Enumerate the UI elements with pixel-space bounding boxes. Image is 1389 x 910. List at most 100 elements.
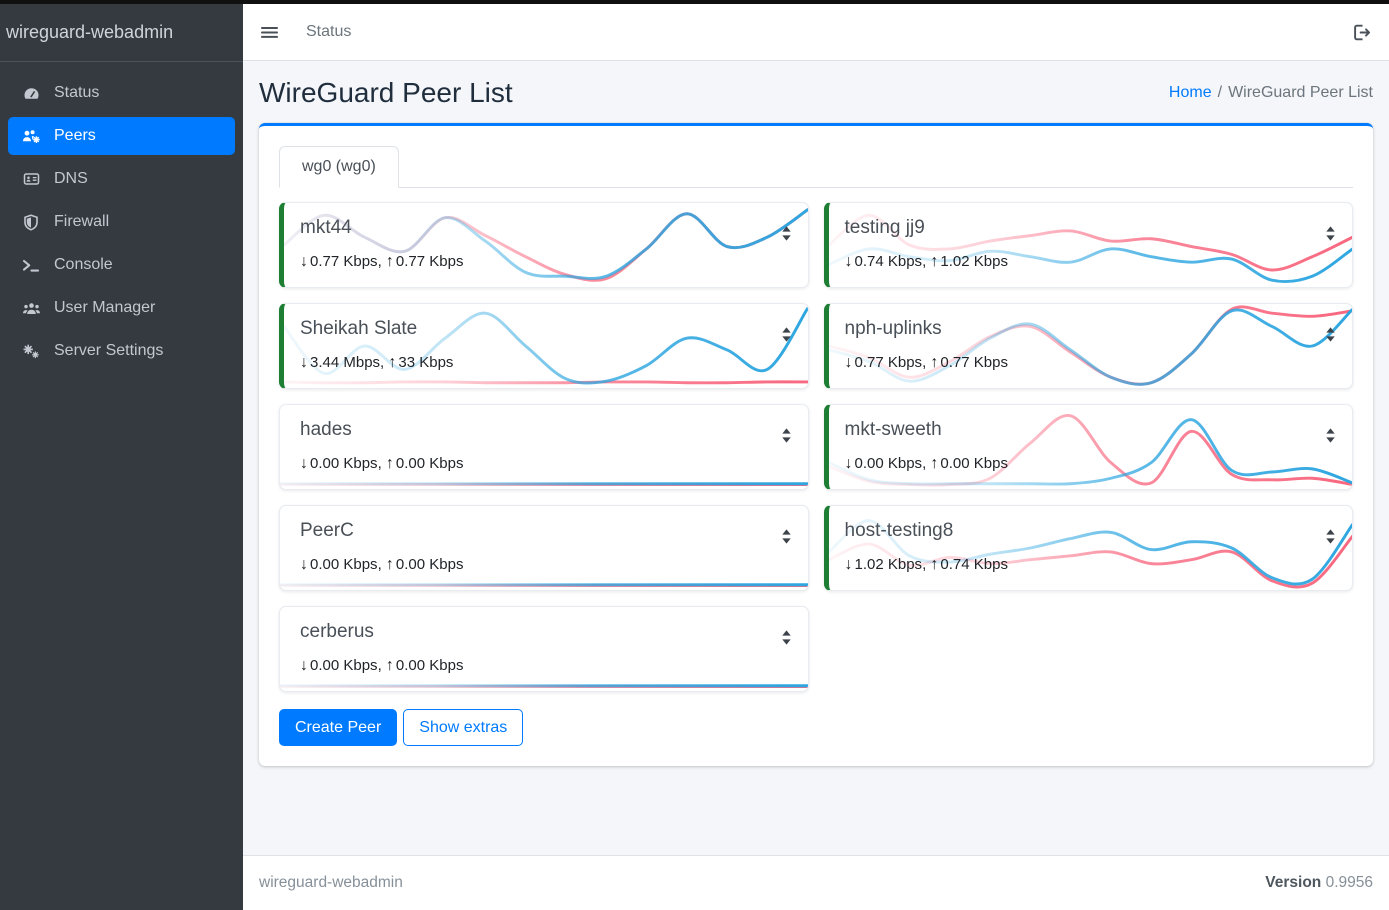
download-rate: 0.77 Kbps [854,353,923,371]
peer-card[interactable]: hades ↓ 0.00 Kbps, ↑ 0.00 Kbps [279,404,809,490]
terminal-icon [20,258,42,273]
upload-arrow-icon: ↑ [930,454,939,472]
sidebar-item-console[interactable]: Console [8,246,235,284]
breadcrumb-current: WireGuard Peer List [1228,84,1373,101]
peer-card[interactable]: host-testing8 ↓ 1.02 Kbps, ↑ 0.74 Kbps [823,505,1353,591]
navbar-status-link[interactable]: Status [306,23,352,40]
brand-link[interactable]: wireguard-webadmin [0,4,243,62]
sort-handle-icon[interactable] [781,427,792,444]
upload-arrow-icon: ↑ [385,252,394,270]
sidebar-item-server-settings[interactable]: Server Settings [8,332,235,370]
peer-throughput: ↓ 0.00 Kbps, ↑ 0.00 Kbps [300,656,464,674]
download-rate: 0.00 Kbps [310,656,378,674]
upload-rate: 1.02 Kbps [940,252,1008,270]
sidebar-item-label: Peers [54,127,96,144]
download-rate: 0.77 Kbps [310,252,378,270]
traffic-sparkline [828,305,1352,386]
traffic-sparkline [280,684,808,688]
upload-sparkline-path [828,534,1352,589]
peer-card[interactable]: mkt-sweeth ↓ 0.00 Kbps, ↑ 0.00 Kbps [823,404,1353,490]
sidebar-toggle-button[interactable] [261,24,278,41]
download-rate: 3.44 Mbps [310,353,381,371]
shield-icon [20,213,42,231]
sort-handle-icon[interactable] [1325,427,1336,444]
sidebar-item-status[interactable]: Status [8,74,235,112]
download-sparkline-path [284,307,808,385]
upload-arrow-icon: ↑ [930,353,939,371]
upload-rate: 0.00 Kbps [395,454,464,472]
address-card-icon [20,171,42,187]
peer-card[interactable]: nph-uplinks ↓ 0.77 Kbps, ↑ 0.77 Kbps [823,303,1353,389]
peer-card[interactable]: testing jj9 ↓ 0.74 Kbps, ↑ 1.02 Kbps [823,202,1353,288]
peer-name: cerberus [300,621,374,642]
create-peer-button[interactable]: Create Peer [279,709,398,747]
tab-wg0[interactable]: wg0 (wg0) [279,146,399,188]
traffic-sparkline [280,583,808,587]
upload-rate: 0.00 Kbps [395,656,464,674]
show-extras-button[interactable]: Show extras [403,709,524,747]
sort-handle-icon[interactable] [1325,326,1336,343]
traffic-sparkline [828,213,1352,284]
breadcrumb-home-link[interactable]: Home [1168,84,1212,101]
upload-rate: 0.00 Kbps [940,454,1008,472]
download-rate: 0.00 Kbps [854,454,923,472]
top-navbar: Status [243,4,1389,61]
peer-list-card: wg0 (wg0) mkt44 ↓ 0.77 Kbps, ↑ 0.77 Kbps t… [259,123,1373,767]
sidebar-item-label: User Manager [54,299,156,316]
brand-label: wireguard-webadmin [6,22,174,42]
peer-name: hades [300,419,352,440]
upload-arrow-icon: ↑ [385,454,394,472]
download-arrow-icon: ↓ [844,454,853,472]
download-sparkline-path [828,247,1352,284]
sort-handle-icon[interactable] [781,629,792,646]
peer-name: mkt44 [300,217,352,238]
gauge-icon [20,85,42,102]
download-sparkline-path [828,418,1352,486]
footer: wireguard-webadmin Version 0.9956 [243,855,1389,910]
upload-arrow-icon: ↑ [385,555,394,573]
sidebar-nav: Status Peers DNS Firewall [0,62,243,387]
download-arrow-icon: ↓ [300,353,308,371]
peer-card[interactable]: Sheikah Slate ↓ 3.44 Mbps, ↑ 33 Kbps [279,303,809,389]
download-sparkline-path [828,519,1352,586]
peer-name: mkt-sweeth [844,419,942,440]
upload-rate: 0.00 Kbps [395,555,464,573]
sort-handle-icon[interactable] [781,326,792,343]
sidebar-item-label: DNS [54,170,88,187]
sidebar: wireguard-webadmin Status Peers DNS [0,4,243,910]
download-rate: 0.74 Kbps [854,252,923,270]
download-arrow-icon: ↓ [300,555,308,573]
upload-rate: 0.77 Kbps [940,353,1008,371]
download-sparkline-path [284,208,808,280]
upload-rate: 0.74 Kbps [940,555,1008,573]
upload-sparkline-path [828,213,1352,272]
peer-card[interactable]: cerberus ↓ 0.00 Kbps, ↑ 0.00 Kbps [279,606,809,692]
upload-sparkline-path [284,380,808,385]
footer-app-name: wireguard-webadmin [259,874,403,891]
sort-handle-icon[interactable] [781,528,792,545]
sidebar-item-dns[interactable]: DNS [8,160,235,198]
users-icon [20,301,42,316]
peer-card[interactable]: mkt44 ↓ 0.77 Kbps, ↑ 0.77 Kbps [279,202,809,288]
sort-handle-icon[interactable] [1325,225,1336,242]
sort-handle-icon[interactable] [781,225,792,242]
download-rate: 1.02 Kbps [854,555,923,573]
sidebar-item-firewall[interactable]: Firewall [8,203,235,241]
logout-icon[interactable] [1353,24,1371,41]
peer-throughput: ↓ 0.00 Kbps, ↑ 0.00 Kbps [300,555,464,573]
breadcrumb-separator: / [1217,84,1223,101]
download-arrow-icon: ↓ [300,252,308,270]
peer-throughput: ↓ 1.02 Kbps, ↑ 0.74 Kbps [844,555,1008,573]
sidebar-item-user-manager[interactable]: User Manager [8,289,235,327]
peer-card[interactable]: PeerC ↓ 0.00 Kbps, ↑ 0.00 Kbps [279,505,809,591]
upload-rate: 33 Kbps [398,353,454,371]
interface-tabs: wg0 (wg0) [279,146,1353,188]
peer-throughput: ↓ 0.77 Kbps, ↑ 0.77 Kbps [844,353,1008,371]
sort-handle-icon[interactable] [1325,528,1336,545]
sidebar-item-peers[interactable]: Peers [8,117,235,155]
download-rate: 0.00 Kbps [310,454,378,472]
version-label: Version [1265,874,1322,891]
download-sparkline-path [828,307,1352,386]
upload-arrow-icon: ↑ [930,252,939,270]
peer-name: testing jj9 [844,217,925,238]
